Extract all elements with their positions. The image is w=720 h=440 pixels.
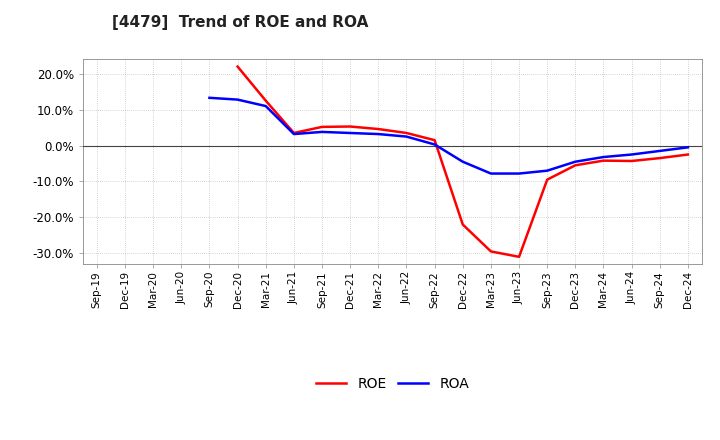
ROA	[289, 132, 298, 137]
Line: ROA: ROA	[210, 98, 688, 173]
ROE	[683, 152, 692, 157]
ROA	[233, 97, 242, 102]
ROE	[627, 158, 636, 164]
ROE	[431, 138, 439, 143]
ROA	[571, 159, 580, 165]
ROA	[459, 159, 467, 165]
ROE	[261, 98, 270, 103]
ROE	[487, 249, 495, 254]
ROA	[543, 168, 552, 173]
Line: ROE: ROE	[238, 66, 688, 257]
ROE	[318, 124, 326, 129]
ROA	[655, 148, 664, 154]
ROE	[289, 130, 298, 136]
ROA	[515, 171, 523, 176]
ROE	[655, 155, 664, 161]
ROA	[683, 145, 692, 150]
ROE	[515, 254, 523, 260]
ROA	[374, 132, 382, 137]
ROE	[346, 124, 354, 129]
ROA	[402, 134, 411, 139]
ROA	[627, 152, 636, 157]
ROE	[543, 177, 552, 182]
ROA	[318, 129, 326, 135]
Text: [4479]  Trend of ROE and ROA: [4479] Trend of ROE and ROA	[112, 15, 368, 30]
ROE	[402, 130, 411, 136]
ROE	[459, 222, 467, 227]
ROE	[571, 163, 580, 168]
ROE	[374, 126, 382, 132]
Legend: ROE, ROA: ROE, ROA	[315, 378, 469, 391]
ROE	[233, 64, 242, 69]
ROA	[487, 171, 495, 176]
ROE	[599, 158, 608, 163]
ROA	[261, 103, 270, 109]
ROA	[346, 130, 354, 136]
ROA	[205, 95, 214, 100]
ROA	[431, 142, 439, 147]
ROA	[599, 154, 608, 160]
